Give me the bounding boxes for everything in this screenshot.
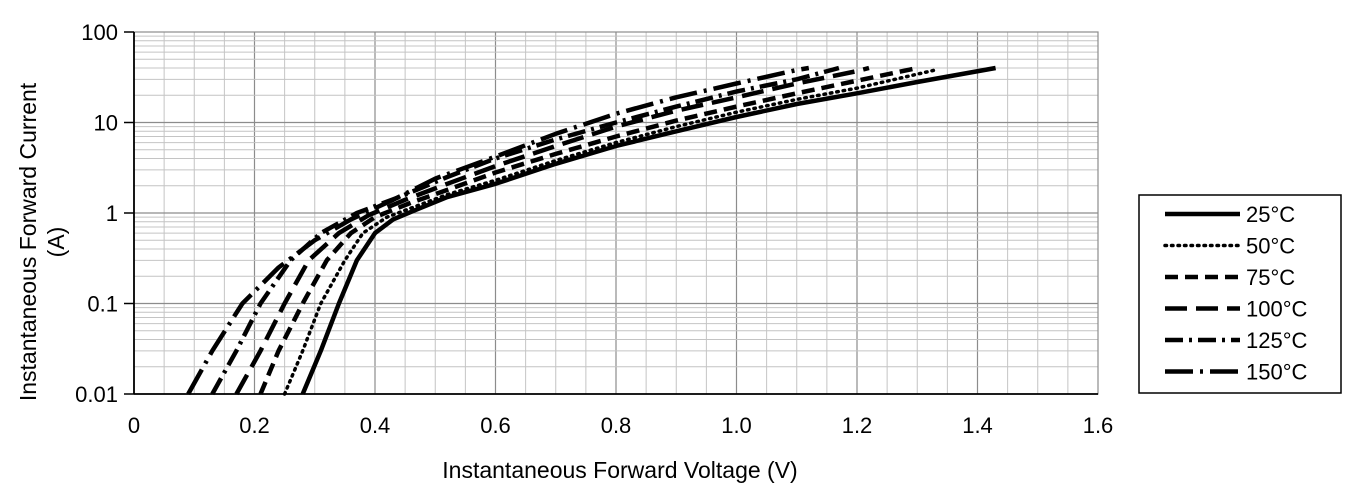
- legend-label-3: 100°C: [1246, 297, 1308, 322]
- series-line-4: [210, 65, 840, 396]
- series-line-1: [282, 68, 938, 396]
- series-layer: [186, 65, 996, 396]
- x-axis-title: Instantaneous Forward Voltage (V): [442, 457, 797, 483]
- x-tick-label: 0.2: [239, 413, 270, 438]
- series-line-0: [300, 65, 996, 395]
- legend: 25°C 50°C 75°C 100°C 125°C 150°C: [1138, 194, 1342, 394]
- x-tick-label: 0.4: [360, 413, 391, 438]
- y-axis-title: Instantaneous Forward Current (A): [15, 82, 69, 401]
- y-tick-labels: 0.01 0.1 1 10 100: [75, 20, 118, 407]
- x-tick-label: 0: [128, 413, 140, 438]
- legend-label-4: 125°C: [1246, 328, 1308, 353]
- y-tick-label: 100: [81, 20, 118, 45]
- x-tick-label: 1.2: [842, 413, 873, 438]
- x-tick-label: 1.4: [962, 413, 993, 438]
- legend-label-1: 50°C: [1246, 234, 1295, 259]
- legend-label-2: 75°C: [1246, 265, 1295, 290]
- x-tick-label: 1.6: [1083, 413, 1114, 438]
- y-tick-label: 1: [106, 201, 118, 226]
- series-line-5: [186, 65, 810, 396]
- x-tick-label: 0.6: [480, 413, 511, 438]
- legend-box: [1138, 194, 1342, 394]
- y-axis-title-line2: (A): [43, 227, 69, 258]
- y-tick-label: 10: [94, 111, 118, 136]
- grid: [134, 32, 1098, 394]
- x-tick-label: 1.0: [721, 413, 752, 438]
- y-axis-title-line1: Instantaneous Forward Current: [15, 82, 41, 401]
- y-tick-label: 0.01: [75, 382, 118, 407]
- x-tick-labels: 0 0.2 0.4 0.6 0.8 1.0 1.2 1.4 1.6: [128, 413, 1113, 438]
- y-tick-label: 0.1: [87, 292, 118, 317]
- legend-label-5: 150°C: [1246, 360, 1308, 385]
- series-line-3: [234, 65, 870, 396]
- x-tick-label: 0.8: [601, 413, 632, 438]
- plot-frame: [124, 31, 1099, 395]
- legend-label-0: 25°C: [1246, 202, 1295, 227]
- series-line-2: [258, 65, 918, 395]
